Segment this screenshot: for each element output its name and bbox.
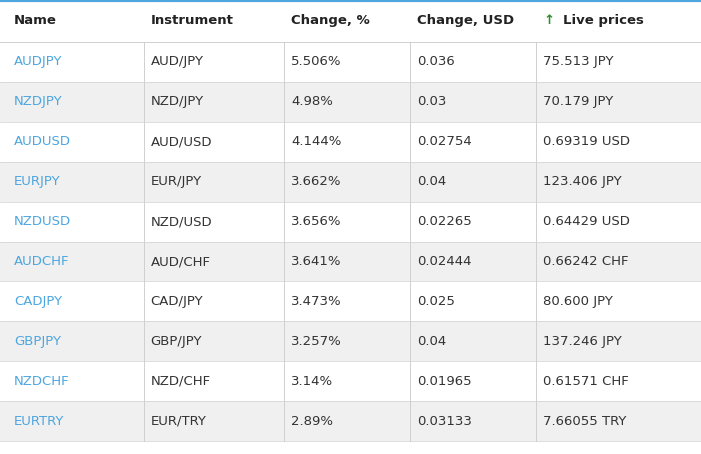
Bar: [0, 82, 701, 122]
Text: AUD/CHF: AUD/CHF: [151, 255, 211, 268]
Text: EUR/JPY: EUR/JPY: [151, 175, 202, 188]
Text: GBP/JPY: GBP/JPY: [151, 335, 202, 348]
Text: 4.144%: 4.144%: [291, 135, 341, 148]
Text: EURJPY: EURJPY: [14, 175, 61, 188]
Text: ↑: ↑: [543, 15, 554, 27]
Text: 0.036: 0.036: [417, 55, 455, 68]
Text: 70.179 JPY: 70.179 JPY: [543, 95, 613, 108]
Text: 4.98%: 4.98%: [291, 95, 333, 108]
Text: 7.66055 TRY: 7.66055 TRY: [543, 415, 627, 428]
Text: EUR/TRY: EUR/TRY: [151, 415, 207, 428]
Text: Name: Name: [14, 15, 57, 27]
Text: AUDCHF: AUDCHF: [14, 255, 69, 268]
Text: 0.025: 0.025: [417, 295, 455, 308]
Text: AUD/USD: AUD/USD: [151, 135, 212, 148]
Bar: [0, 242, 701, 281]
Text: 0.69319 USD: 0.69319 USD: [543, 135, 630, 148]
Text: 0.61571 CHF: 0.61571 CHF: [543, 375, 629, 388]
Text: 0.02265: 0.02265: [417, 215, 472, 228]
Text: 137.246 JPY: 137.246 JPY: [543, 335, 622, 348]
Text: 3.14%: 3.14%: [291, 375, 333, 388]
Text: AUDUSD: AUDUSD: [14, 135, 71, 148]
Bar: [0, 202, 701, 242]
Bar: [0, 401, 701, 441]
Text: CAD/JPY: CAD/JPY: [151, 295, 203, 308]
Text: 0.03133: 0.03133: [417, 415, 472, 428]
Text: 2.89%: 2.89%: [291, 415, 333, 428]
Text: NZDUSD: NZDUSD: [14, 215, 71, 228]
Text: GBPJPY: GBPJPY: [14, 335, 61, 348]
Text: 0.66242 CHF: 0.66242 CHF: [543, 255, 629, 268]
Text: 5.506%: 5.506%: [291, 55, 341, 68]
Text: 0.03: 0.03: [417, 95, 447, 108]
Text: NZD/USD: NZD/USD: [151, 215, 212, 228]
Text: NZD/JPY: NZD/JPY: [151, 95, 204, 108]
Text: 3.662%: 3.662%: [291, 175, 341, 188]
Text: Change, USD: Change, USD: [417, 15, 515, 27]
Bar: [0, 0, 701, 42]
Text: CADJPY: CADJPY: [14, 295, 62, 308]
Text: 0.64429 USD: 0.64429 USD: [543, 215, 630, 228]
Bar: [0, 361, 701, 401]
Text: Change, %: Change, %: [291, 15, 369, 27]
Text: AUDJPY: AUDJPY: [14, 55, 62, 68]
Text: Live prices: Live prices: [563, 15, 644, 27]
Text: 80.600 JPY: 80.600 JPY: [543, 295, 613, 308]
Text: 3.641%: 3.641%: [291, 255, 341, 268]
Text: Instrument: Instrument: [151, 15, 233, 27]
Text: 0.04: 0.04: [417, 335, 447, 348]
Bar: [0, 321, 701, 361]
Bar: [0, 122, 701, 162]
Text: AUD/JPY: AUD/JPY: [151, 55, 204, 68]
Text: 3.656%: 3.656%: [291, 215, 341, 228]
Text: NZD/CHF: NZD/CHF: [151, 375, 211, 388]
Text: 0.04: 0.04: [417, 175, 447, 188]
Bar: [0, 281, 701, 321]
Text: 3.257%: 3.257%: [291, 335, 341, 348]
Text: NZDCHF: NZDCHF: [14, 375, 69, 388]
Text: 0.02754: 0.02754: [417, 135, 472, 148]
Bar: [0, 162, 701, 202]
Text: 123.406 JPY: 123.406 JPY: [543, 175, 622, 188]
Text: 75.513 JPY: 75.513 JPY: [543, 55, 614, 68]
Text: NZDJPY: NZDJPY: [14, 95, 62, 108]
Text: EURTRY: EURTRY: [14, 415, 64, 428]
Text: 0.02444: 0.02444: [417, 255, 472, 268]
Bar: [0, 42, 701, 82]
Text: 0.01965: 0.01965: [417, 375, 472, 388]
Text: 3.473%: 3.473%: [291, 295, 341, 308]
